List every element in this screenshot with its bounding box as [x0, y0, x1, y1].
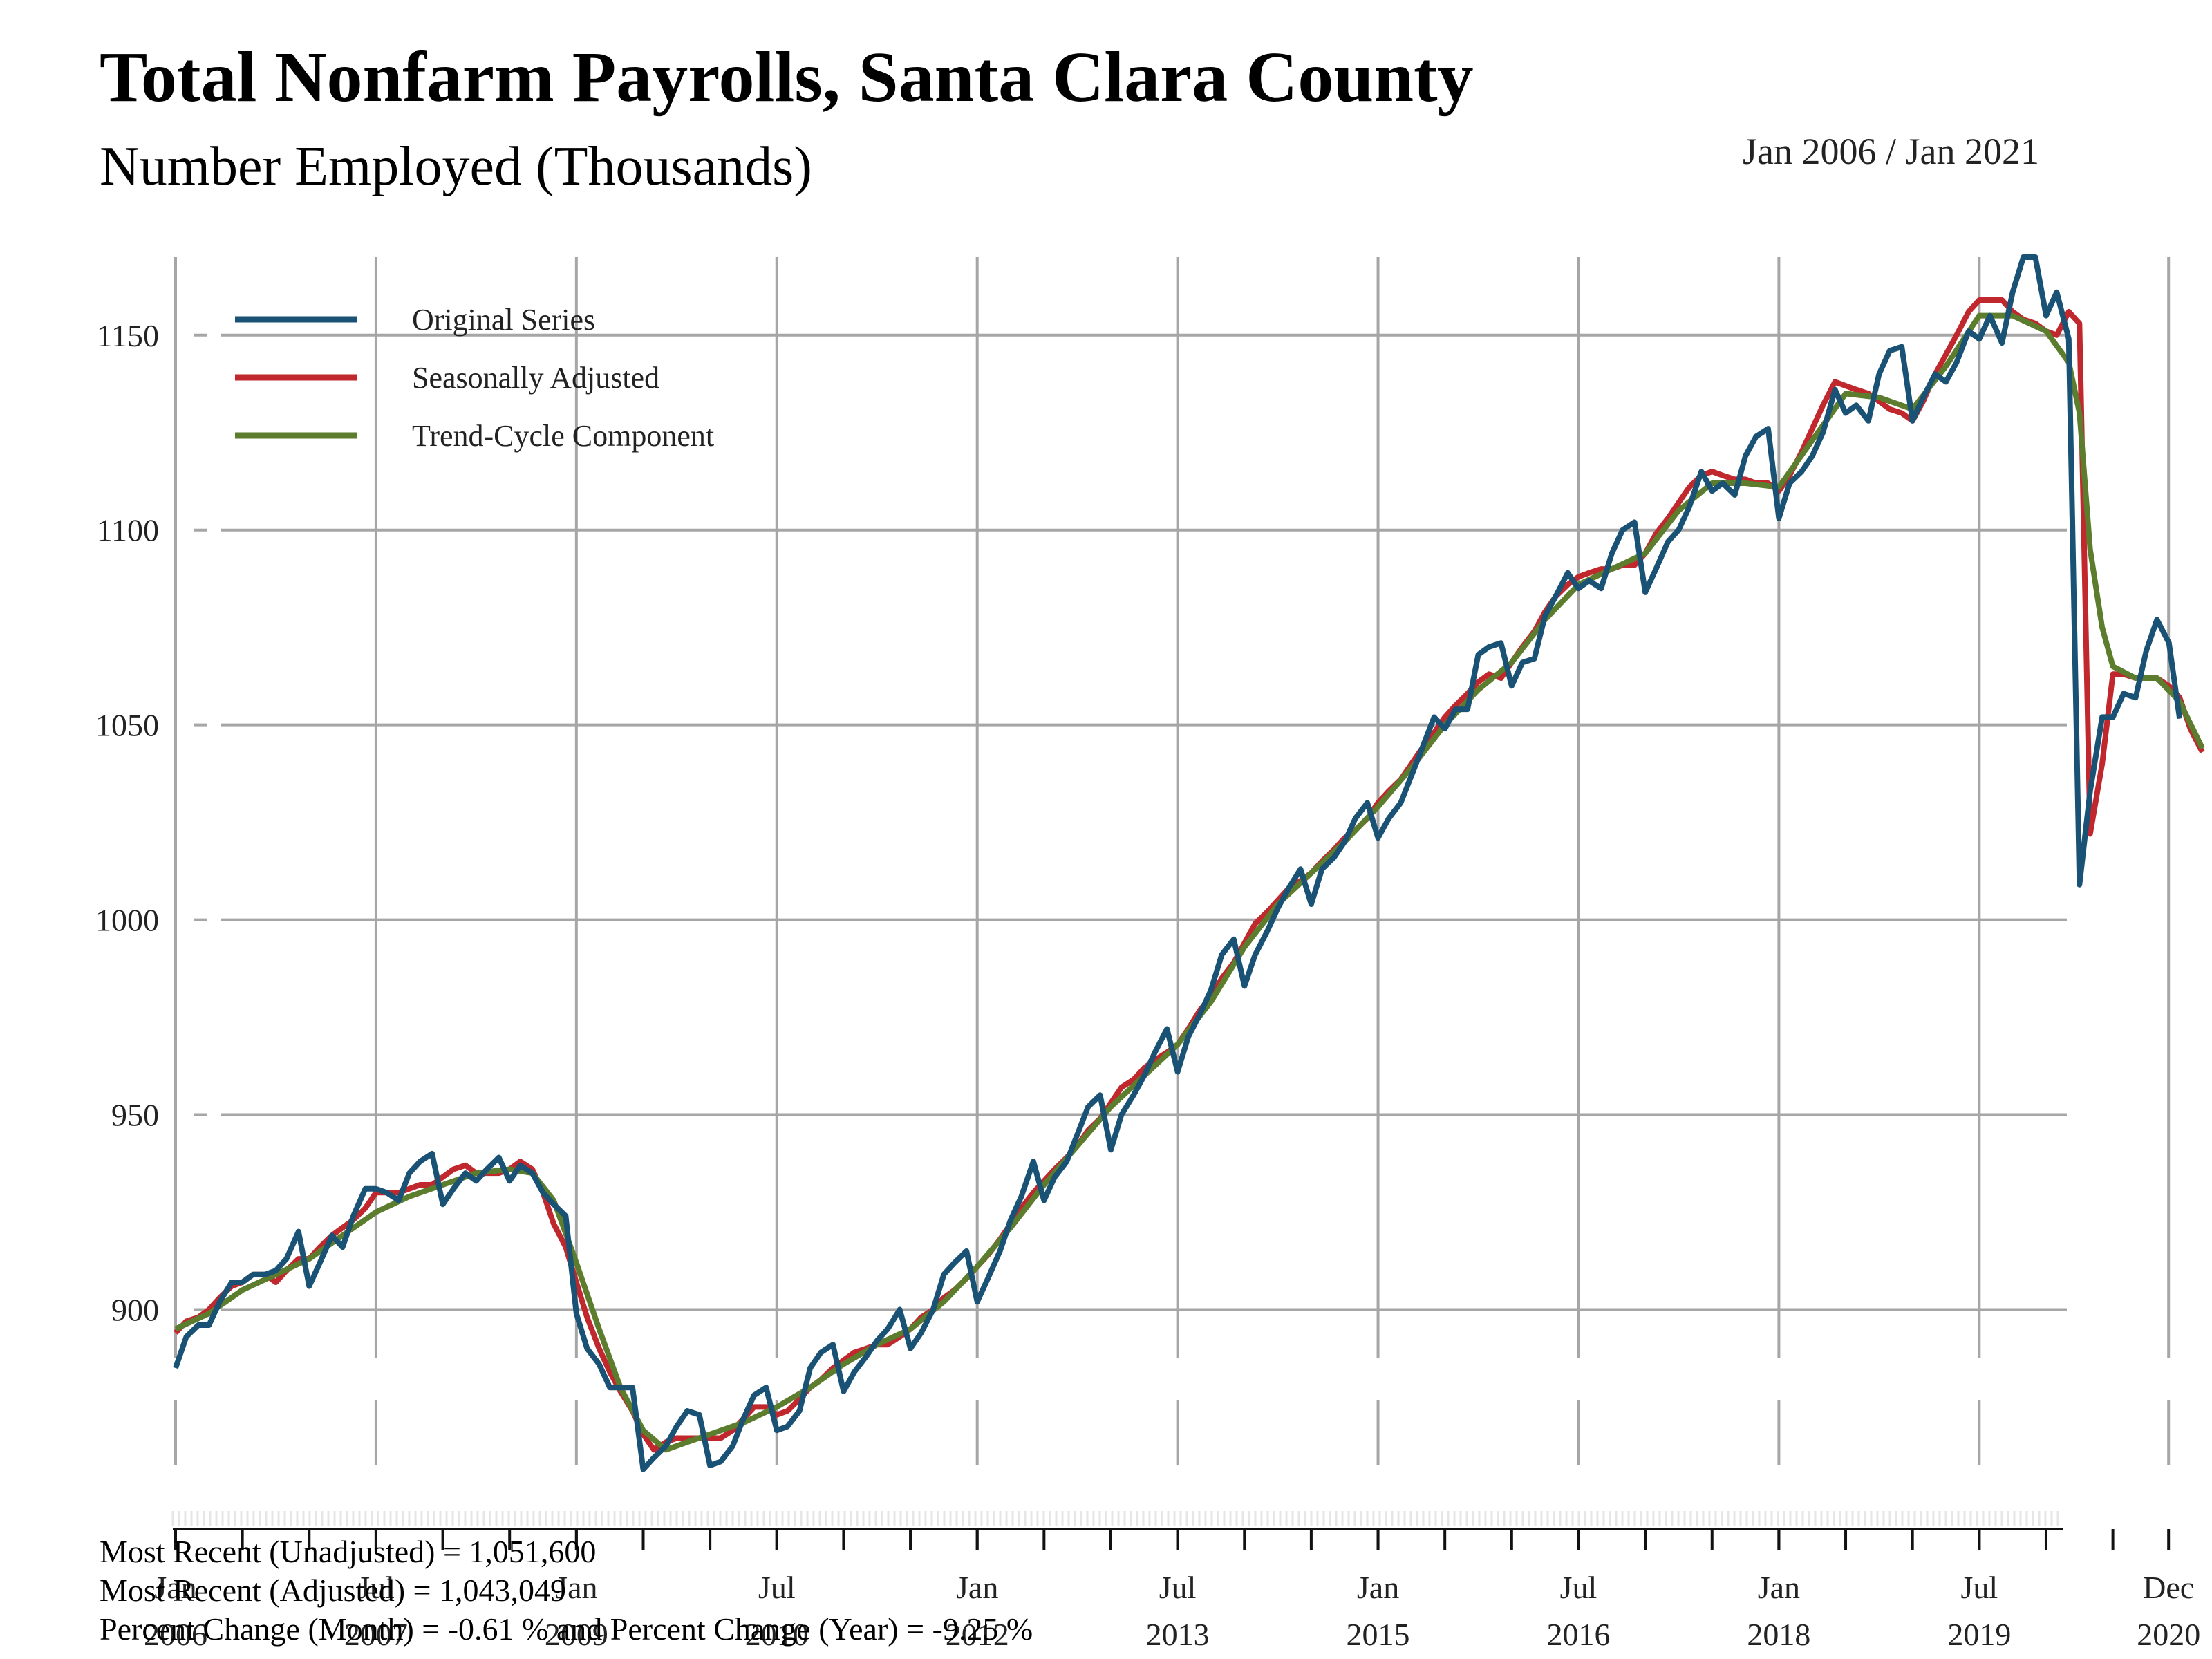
x-tick-month: Jan [1357, 1570, 1399, 1605]
stat-percent-change: Percent Change (Month) = -0.61 % and Per… [100, 1611, 1033, 1647]
x-tick-month: Jul [1960, 1570, 1998, 1605]
x-tick-year: 2019 [1947, 1617, 2011, 1652]
x-tick-year: 2007 [344, 1617, 408, 1652]
legend-label: Original Series [412, 303, 595, 337]
chart-subtitle: Number Employed (Thousands) [100, 136, 812, 197]
x-tick-year: 2010 [745, 1617, 809, 1652]
date-range: Jan 2006 / Jan 2021 [1743, 131, 2039, 172]
series-lines [173, 254, 2205, 1472]
x-tick-year: 2012 [946, 1617, 1009, 1652]
y-tick-label: 1150 [97, 318, 159, 353]
x-tick-month: Jul [1159, 1570, 1197, 1605]
y-tick-label: 900 [111, 1292, 159, 1327]
x-tick-year: 2015 [1347, 1617, 1410, 1652]
y-tick-label: 1050 [95, 708, 159, 743]
x-tick-year: 2016 [1546, 1617, 1610, 1652]
series-line-1 [174, 297, 2205, 1453]
series-line-0 [173, 254, 2183, 1472]
x-tick-year: 2018 [1747, 1617, 1810, 1652]
legend-label: Trend-Cycle Component [412, 419, 714, 453]
legend-label: Seasonally Adjusted [412, 361, 659, 395]
y-axis-labels: 900 950 1000 1050 1100 1150 [95, 318, 159, 1328]
x-tick-month: Jul [1560, 1570, 1597, 1605]
chart-title: Total Nonfarm Payrolls, Santa Clara Coun… [100, 37, 1474, 117]
x-tick-month: Dec [2143, 1570, 2194, 1605]
x-tick-month: Jul [758, 1570, 796, 1605]
y-tick-label: 1100 [97, 513, 159, 548]
x-axis: Jan 2006 Jul 2007 Jan 2009 Jul 2010 Jan 2012 Jul 20… [144, 1511, 2200, 1652]
horizontal-gridlines [194, 333, 2067, 1311]
x-tick-year: 2013 [1146, 1617, 1210, 1652]
legend: Original Series Seasonally Adjusted Trend-… [235, 303, 714, 453]
stat-unadjusted: Most Recent (Unadjusted) = 1,051,600 [100, 1534, 596, 1569]
x-tick-year: 2006 [144, 1617, 207, 1652]
series-line-2 [174, 312, 2205, 1453]
x-tick-year: 2009 [545, 1617, 608, 1652]
y-tick-label: 950 [111, 1098, 159, 1133]
stats-block: Most Recent (Unadjusted) = 1,051,600 Mos… [100, 1534, 1033, 1647]
stat-adjusted: Most Recent (Adjusted) = 1,043,049 [100, 1573, 566, 1608]
y-tick-label: 1000 [95, 903, 159, 938]
x-tick-month: Jan [1758, 1570, 1800, 1605]
x-tick-month: Jan [555, 1570, 597, 1605]
x-tick-year: 2020 [2137, 1617, 2200, 1652]
x-tick-month: Jul [357, 1570, 395, 1605]
x-tick-month: Jan [956, 1570, 998, 1605]
x-tick-month: Jan [154, 1570, 196, 1605]
